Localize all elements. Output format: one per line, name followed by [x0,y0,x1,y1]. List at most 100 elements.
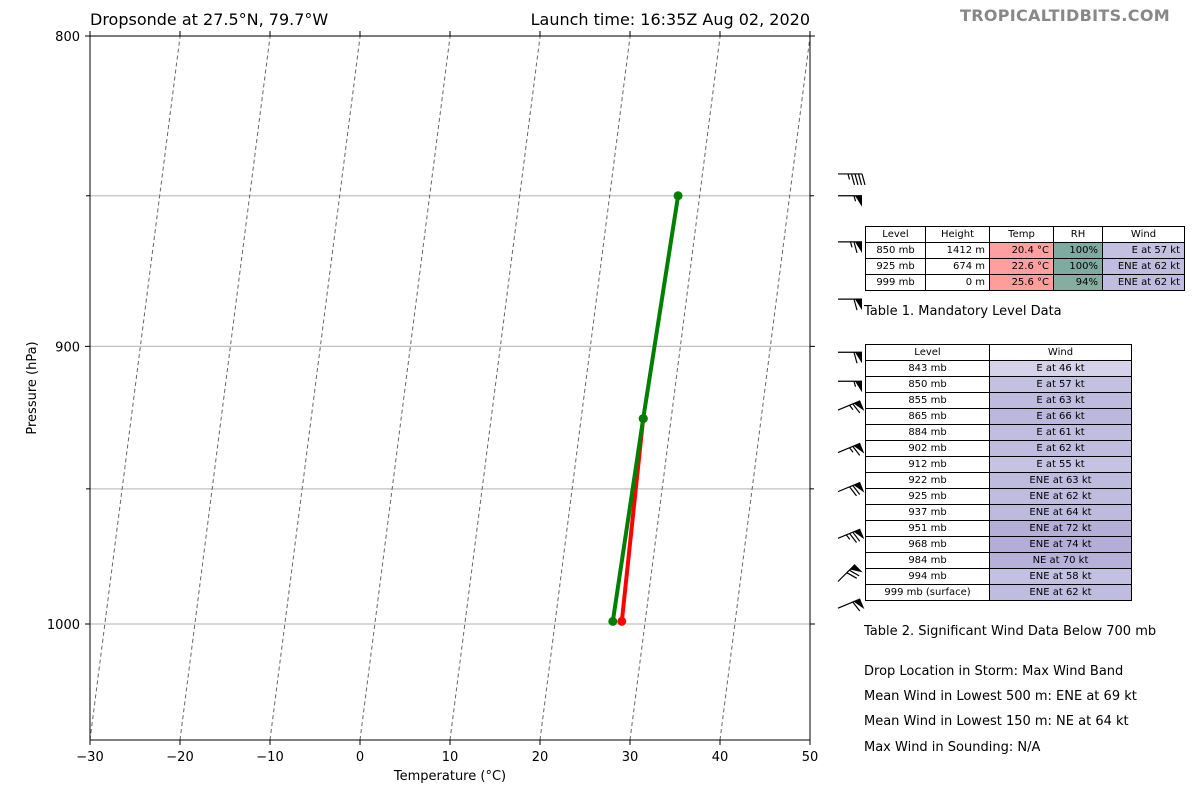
wind-cell: ENE at 62 kt [989,584,1132,601]
wind-barb-line [853,195,857,202]
drop-location-text: Drop Location in Storm: Max Wind Band [864,664,1124,679]
wind-barb-line [849,447,854,453]
wind-cell: ENE at 62 kt [1102,258,1185,275]
y-tick-label: 1000 [47,618,80,633]
wind-barb-line [845,534,851,540]
x-tick-label: −10 [256,750,283,765]
isotherm-line [539,36,631,740]
wind-barb-pennant [855,241,862,253]
height-cell: 674 m [925,258,990,275]
wind-cell: ENE at 58 kt [989,568,1132,585]
wind-barb-line [854,173,859,186]
mean-wind-500m-text: Mean Wind in Lowest 500 m: ENE at 69 kt [864,689,1137,704]
level-cell: 884 mb [865,424,990,441]
x-tick-label: 0 [356,750,364,765]
wind-cell: ENE at 72 kt [989,520,1132,537]
wind-cell: ENE at 62 kt [1102,274,1185,291]
column-header-level: Level [865,344,990,361]
wind-barb [837,442,865,456]
height-cell: 0 m [925,274,990,291]
wind-barb-line [853,352,858,364]
table-row: 925 mb 674 m 22.6 °C 100% ENE at 62 kt [865,258,1185,275]
wind-barb-line [837,442,861,454]
wind-cell: NE at 70 kt [989,552,1132,569]
column-header-wind: Wind [989,344,1132,361]
isotherm-line [629,36,721,740]
y-axis-label: Pressure (hPa) [25,341,40,434]
table-row: 925 mb ENE at 62 kt [865,488,1132,505]
level-cell: 937 mb [865,504,990,521]
level-cell: 999 mb (surface) [865,584,990,601]
mandatory-level-table: Level Height Temp RH Wind 850 mb 1412 m 20… [865,226,1185,291]
profile-point [673,191,683,201]
wind-barb [838,241,862,254]
significant-wind-table: Level Wind 843 mb E at 46 kt 850 mb E at 57… [865,344,1132,601]
x-tick-label: −30 [76,750,103,765]
table-row: 994 mb ENE at 58 kt [865,568,1132,585]
level-cell: 922 mb [865,472,990,489]
profile-point [608,616,618,626]
column-header-wind: Wind [1102,226,1185,243]
plot-frame [89,35,811,741]
wind-barb-pennant [853,400,865,411]
wind-barb-pennant [853,529,865,540]
rh-cell: 100% [1053,258,1103,275]
wind-barb-line [853,298,858,311]
wind-barb-pennant [855,299,862,311]
level-cell: 994 mb [865,568,990,585]
isotherm-line [719,36,810,740]
wind-cell: E at 66 kt [989,408,1132,425]
wind-barb-line [846,572,858,579]
x-tick-label: 30 [622,750,639,765]
wind-barb [837,564,863,582]
wind-barb [838,173,866,186]
wind-barb-line [857,173,863,186]
x-tick-label: 50 [802,750,819,765]
table-row: 951 mb ENE at 72 kt [865,520,1132,537]
mean-wind-150m-text: Mean Wind in Lowest 150 m: NE at 64 kt [864,714,1129,729]
temp-cell: 20.4 °C [989,242,1054,259]
table-row: 843 mb E at 46 kt [865,360,1132,377]
wind-cell: E at 61 kt [989,424,1132,441]
y-tick-label: 900 [55,340,80,355]
wind-barb-line [849,404,854,411]
temp-cell: 22.6 °C [989,258,1054,275]
wind-barb-line [849,241,853,248]
y-tick-label: 800 [55,30,80,45]
table-row: 999 mb (surface) ENE at 62 kt [865,584,1132,601]
wind-cell: E at 46 kt [989,360,1132,377]
wind-barb-pennant [853,443,865,454]
profile-line [610,195,681,622]
wind-barb-line [849,486,858,497]
wind-cell: ENE at 74 kt [989,536,1132,553]
level-cell: 925 mb [865,258,926,275]
watermark: TROPICALTIDBITS.COM [960,6,1170,25]
table-row: 855 mb E at 63 kt [865,392,1132,409]
level-cell: 984 mb [865,552,990,569]
wind-barb [838,195,862,207]
wind-cell: E at 57 kt [989,376,1132,393]
max-wind-text: Max Wind in Sounding: N/A [864,740,1041,755]
wind-barb-pennant [855,352,862,364]
level-cell: 925 mb [865,488,990,505]
isotherm-line [449,36,541,740]
wind-barb-line [852,531,861,542]
x-tick-label: −20 [166,750,193,765]
level-cell: 968 mb [865,536,990,553]
wind-barb-line [847,173,851,180]
wind-barb-line [837,400,861,411]
table-2-caption: Table 2. Significant Wind Data Below 700… [864,624,1157,639]
wind-cell: E at 55 kt [989,456,1132,473]
x-tick-label: 20 [532,750,549,765]
wind-barb [837,400,865,414]
wind-barb-line [852,601,861,612]
table-row: 968 mb ENE at 74 kt [865,536,1132,553]
level-cell: 855 mb [865,392,990,409]
level-cell: 850 mb [865,376,990,393]
wind-barb-line [861,173,866,186]
wind-barb-line [852,403,861,414]
table-row: 865 mb E at 66 kt [865,408,1132,425]
wind-barb-pennant [855,381,862,393]
wind-barb-line [850,173,856,186]
wind-barb-pennant [855,195,862,207]
